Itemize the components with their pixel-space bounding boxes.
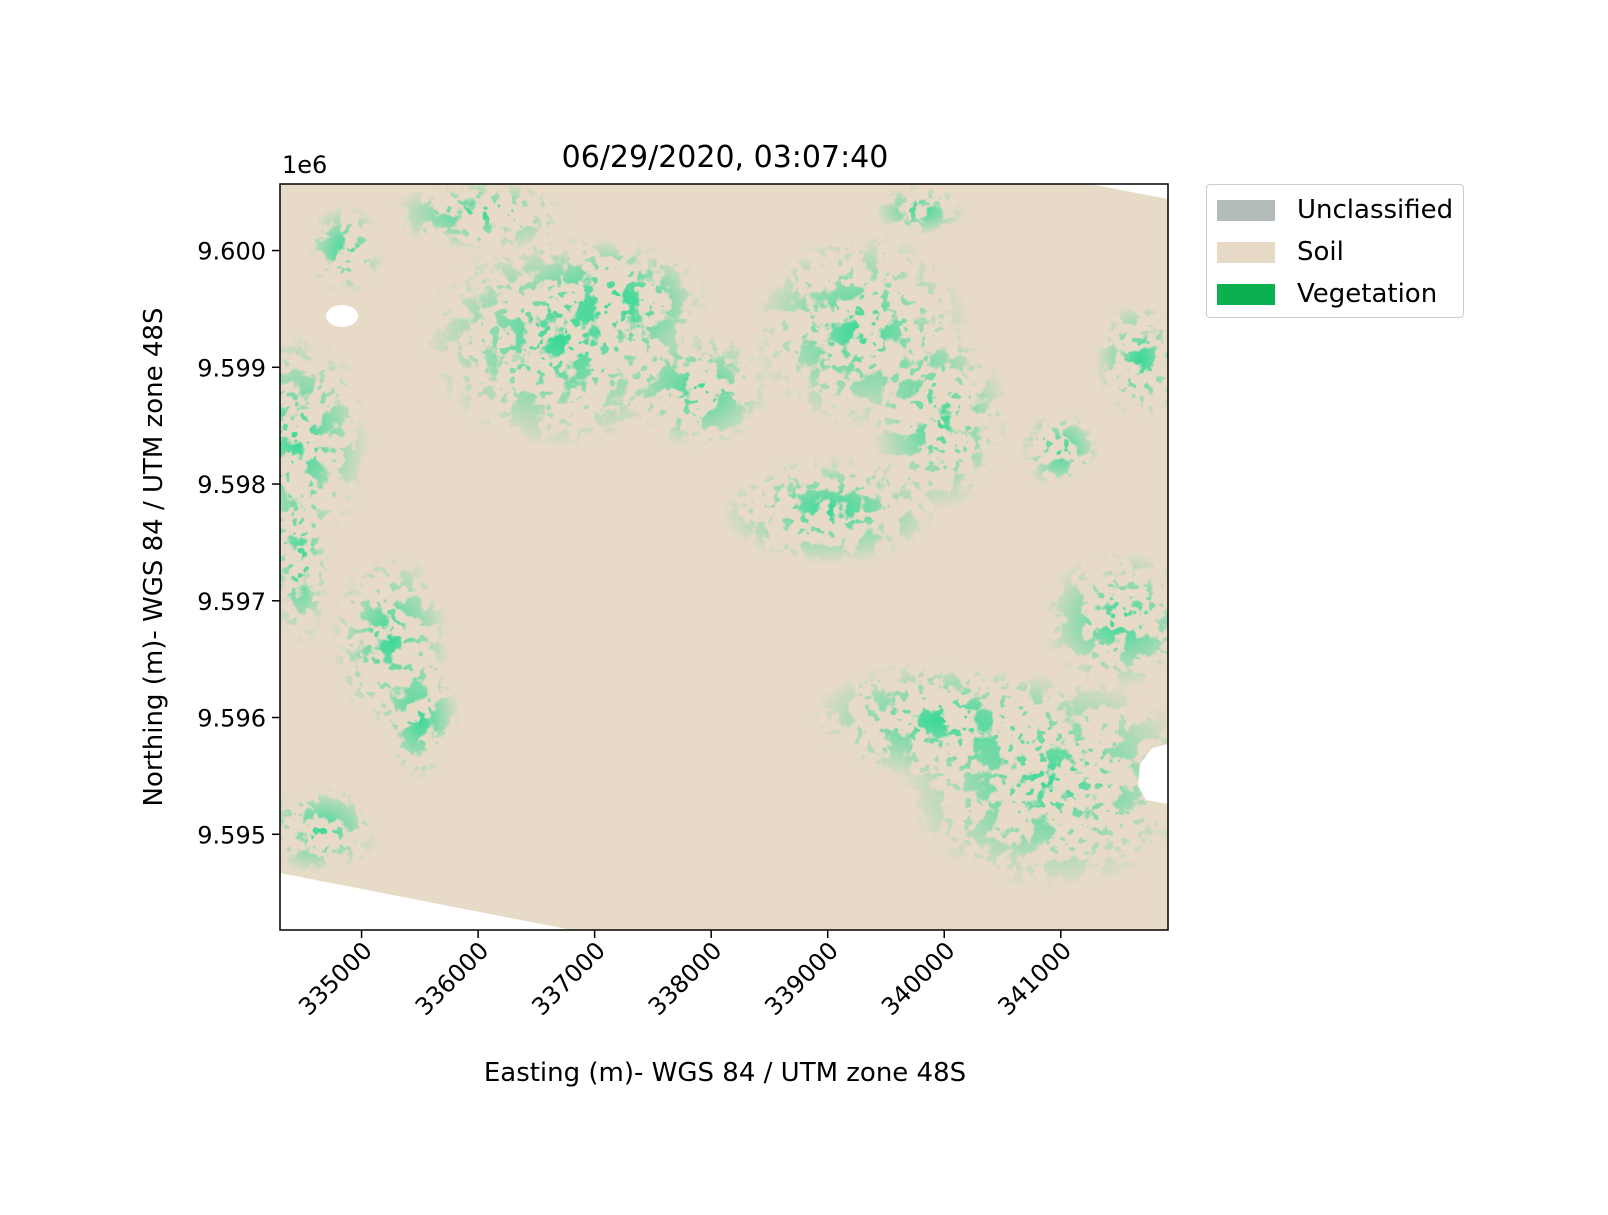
legend-label-soil: Soil xyxy=(1297,237,1344,267)
y-axis-label: Northing (m)- WGS 84 / UTM zone 48S xyxy=(139,308,169,807)
y-tick-label: 9.598 xyxy=(197,471,266,499)
x-tick-label: 341000 xyxy=(992,936,1077,1021)
legend-swatch-unclassified xyxy=(1217,199,1275,221)
legend: Unclassified Soil Vegetation xyxy=(1206,184,1464,318)
legend-item-soil: Soil xyxy=(1217,237,1344,267)
y-axis-ticks: 9.600 9.599 9.598 9.597 9.596 9.595 xyxy=(197,238,280,849)
legend-label-unclassified: Unclassified xyxy=(1297,195,1454,225)
x-tick-label: 336000 xyxy=(410,936,495,1021)
x-tick-label: 340000 xyxy=(876,936,961,1021)
y-tick-label: 9.596 xyxy=(197,705,266,733)
map-raster xyxy=(280,184,1168,930)
x-tick-label: 339000 xyxy=(759,936,844,1021)
x-tick-label: 338000 xyxy=(643,936,728,1021)
y-tick-label: 9.599 xyxy=(197,354,266,382)
nodata-hole xyxy=(1138,744,1168,804)
chart-title: 06/29/2020, 03:07:40 xyxy=(562,140,889,175)
x-tick-label: 337000 xyxy=(526,936,611,1021)
legend-swatch-vegetation xyxy=(1217,283,1275,305)
x-tick-label: 335000 xyxy=(293,936,378,1021)
y-offset-label: 1e6 xyxy=(282,151,327,179)
x-axis-ticks: 335000 336000 337000 338000 339000 340000 3410… xyxy=(293,930,1077,1021)
y-tick-label: 9.597 xyxy=(197,588,266,616)
axes-frame xyxy=(279,183,1169,931)
vegetation-layer xyxy=(280,184,1168,930)
legend-label-vegetation: Vegetation xyxy=(1297,279,1438,309)
y-tick-label: 9.600 xyxy=(197,238,266,266)
legend-item-unclassified: Unclassified xyxy=(1217,195,1453,225)
y-tick-label: 9.595 xyxy=(197,821,266,849)
legend-item-vegetation: Vegetation xyxy=(1217,279,1437,309)
x-axis-label: Easting (m)- WGS 84 / UTM zone 48S xyxy=(484,1058,966,1088)
legend-swatch-soil xyxy=(1217,241,1275,263)
nodata-hole xyxy=(326,305,358,327)
